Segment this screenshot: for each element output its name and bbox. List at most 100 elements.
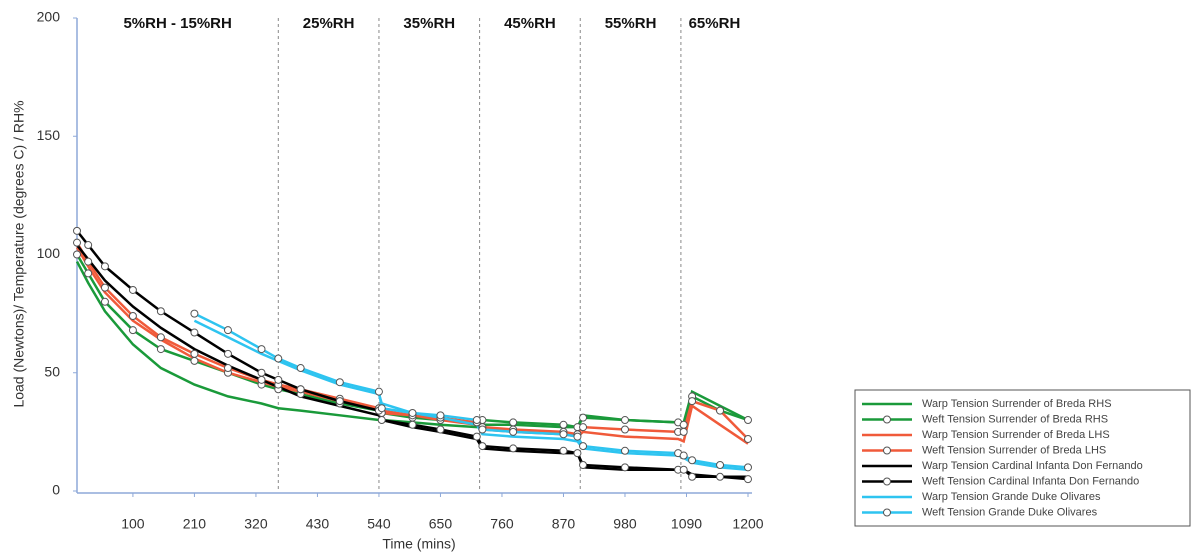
phase-label: 65%RH bbox=[689, 15, 741, 32]
x-tick-label: 1090 bbox=[671, 516, 702, 532]
series-line bbox=[76, 244, 748, 479]
data-point bbox=[156, 307, 165, 316]
data-point bbox=[579, 460, 588, 469]
data-point bbox=[257, 345, 266, 354]
data-point bbox=[128, 285, 137, 294]
y-tick-label: 200 bbox=[37, 9, 61, 25]
y-tick-label: 150 bbox=[37, 127, 61, 143]
data-point bbox=[128, 311, 137, 320]
data-point bbox=[620, 446, 629, 455]
data-point bbox=[190, 356, 199, 365]
data-point bbox=[509, 427, 518, 436]
data-point bbox=[100, 262, 109, 271]
data-point bbox=[223, 326, 232, 335]
x-axis-label: Time (mins) bbox=[382, 536, 455, 552]
data-point bbox=[744, 434, 752, 443]
data-point bbox=[559, 420, 568, 429]
data-point bbox=[274, 354, 283, 363]
data-point bbox=[559, 430, 568, 439]
phase-label: 5%RH - 15%RH bbox=[123, 15, 231, 32]
data-point bbox=[579, 442, 588, 451]
data-point bbox=[509, 418, 518, 427]
data-point bbox=[579, 413, 588, 422]
data-point bbox=[223, 349, 232, 358]
data-point bbox=[408, 408, 417, 417]
data-point bbox=[274, 375, 283, 384]
data-point bbox=[478, 442, 487, 451]
data-point bbox=[679, 427, 688, 436]
data-point bbox=[377, 416, 386, 425]
data-point bbox=[716, 406, 725, 415]
x-tick-label: 760 bbox=[490, 516, 514, 532]
data-point bbox=[296, 364, 305, 373]
data-point bbox=[679, 420, 688, 429]
y-tick-label: 0 bbox=[52, 482, 60, 498]
data-point bbox=[73, 250, 81, 259]
data-point bbox=[509, 444, 518, 453]
data-point bbox=[688, 472, 697, 481]
data-point bbox=[436, 411, 445, 420]
data-point bbox=[744, 475, 752, 484]
data-point bbox=[100, 283, 109, 292]
data-point bbox=[100, 297, 109, 306]
phase-label: 35%RH bbox=[403, 15, 455, 32]
data-point bbox=[436, 425, 445, 434]
x-tick-label: 870 bbox=[552, 516, 576, 532]
legend-marker bbox=[883, 508, 891, 517]
y-tick-label: 100 bbox=[37, 245, 61, 261]
series-line bbox=[193, 319, 749, 471]
data-point bbox=[84, 269, 93, 278]
data-point bbox=[190, 349, 199, 358]
legend-marker bbox=[883, 477, 891, 486]
data-point bbox=[573, 432, 582, 441]
data-point bbox=[335, 397, 344, 406]
data-point bbox=[472, 416, 481, 425]
data-point bbox=[679, 451, 688, 460]
x-tick-label: 540 bbox=[367, 516, 391, 532]
data-point bbox=[374, 387, 383, 396]
data-point bbox=[296, 385, 305, 394]
legend-label: Warp Tension Grande Duke Olivares bbox=[922, 491, 1101, 503]
phase-label: 25%RH bbox=[303, 15, 355, 32]
legend-label: Weft Tension Surrender of Breda RHS bbox=[922, 413, 1108, 425]
data-point bbox=[716, 460, 725, 469]
x-tick-label: 320 bbox=[244, 516, 268, 532]
legend-marker bbox=[883, 446, 891, 455]
data-point bbox=[620, 425, 629, 434]
phase-label: 45%RH bbox=[504, 15, 556, 32]
legend-label: Weft Tension Grande Duke Olivares bbox=[922, 506, 1098, 518]
data-point bbox=[190, 309, 199, 318]
legend-label: Warp Tension Surrender of Breda LHS bbox=[922, 429, 1110, 441]
data-point bbox=[744, 416, 752, 425]
data-point bbox=[716, 472, 725, 481]
data-point bbox=[478, 425, 487, 434]
x-tick-label: 1200 bbox=[732, 516, 763, 532]
data-point bbox=[620, 416, 629, 425]
data-point bbox=[257, 375, 266, 384]
data-point bbox=[84, 257, 93, 266]
data-point bbox=[73, 226, 81, 235]
phase-label: 55%RH bbox=[605, 15, 657, 32]
legend-marker bbox=[883, 415, 891, 424]
x-tick-label: 100 bbox=[121, 516, 145, 532]
data-point bbox=[408, 420, 417, 429]
data-point bbox=[156, 345, 165, 354]
data-point bbox=[257, 368, 266, 377]
data-point bbox=[688, 397, 697, 406]
x-tick-label: 430 bbox=[306, 516, 330, 532]
legend-box bbox=[854, 389, 1191, 527]
data-point bbox=[688, 456, 697, 465]
data-point bbox=[559, 446, 568, 455]
data-point bbox=[579, 423, 588, 432]
legend-label: Warp Tension Cardinal Infanta Don Fernan… bbox=[922, 460, 1143, 472]
data-point bbox=[156, 333, 165, 342]
x-tick-label: 210 bbox=[183, 516, 207, 532]
y-tick-label: 50 bbox=[44, 363, 60, 379]
data-point bbox=[744, 463, 752, 472]
series-line bbox=[75, 253, 749, 429]
legend-label: Weft Tension Cardinal Infanta Don Fernan… bbox=[922, 475, 1139, 487]
legend-label: Weft Tension Surrender of Breda LHS bbox=[922, 444, 1106, 456]
data-point bbox=[84, 241, 93, 250]
data-point bbox=[679, 465, 688, 474]
